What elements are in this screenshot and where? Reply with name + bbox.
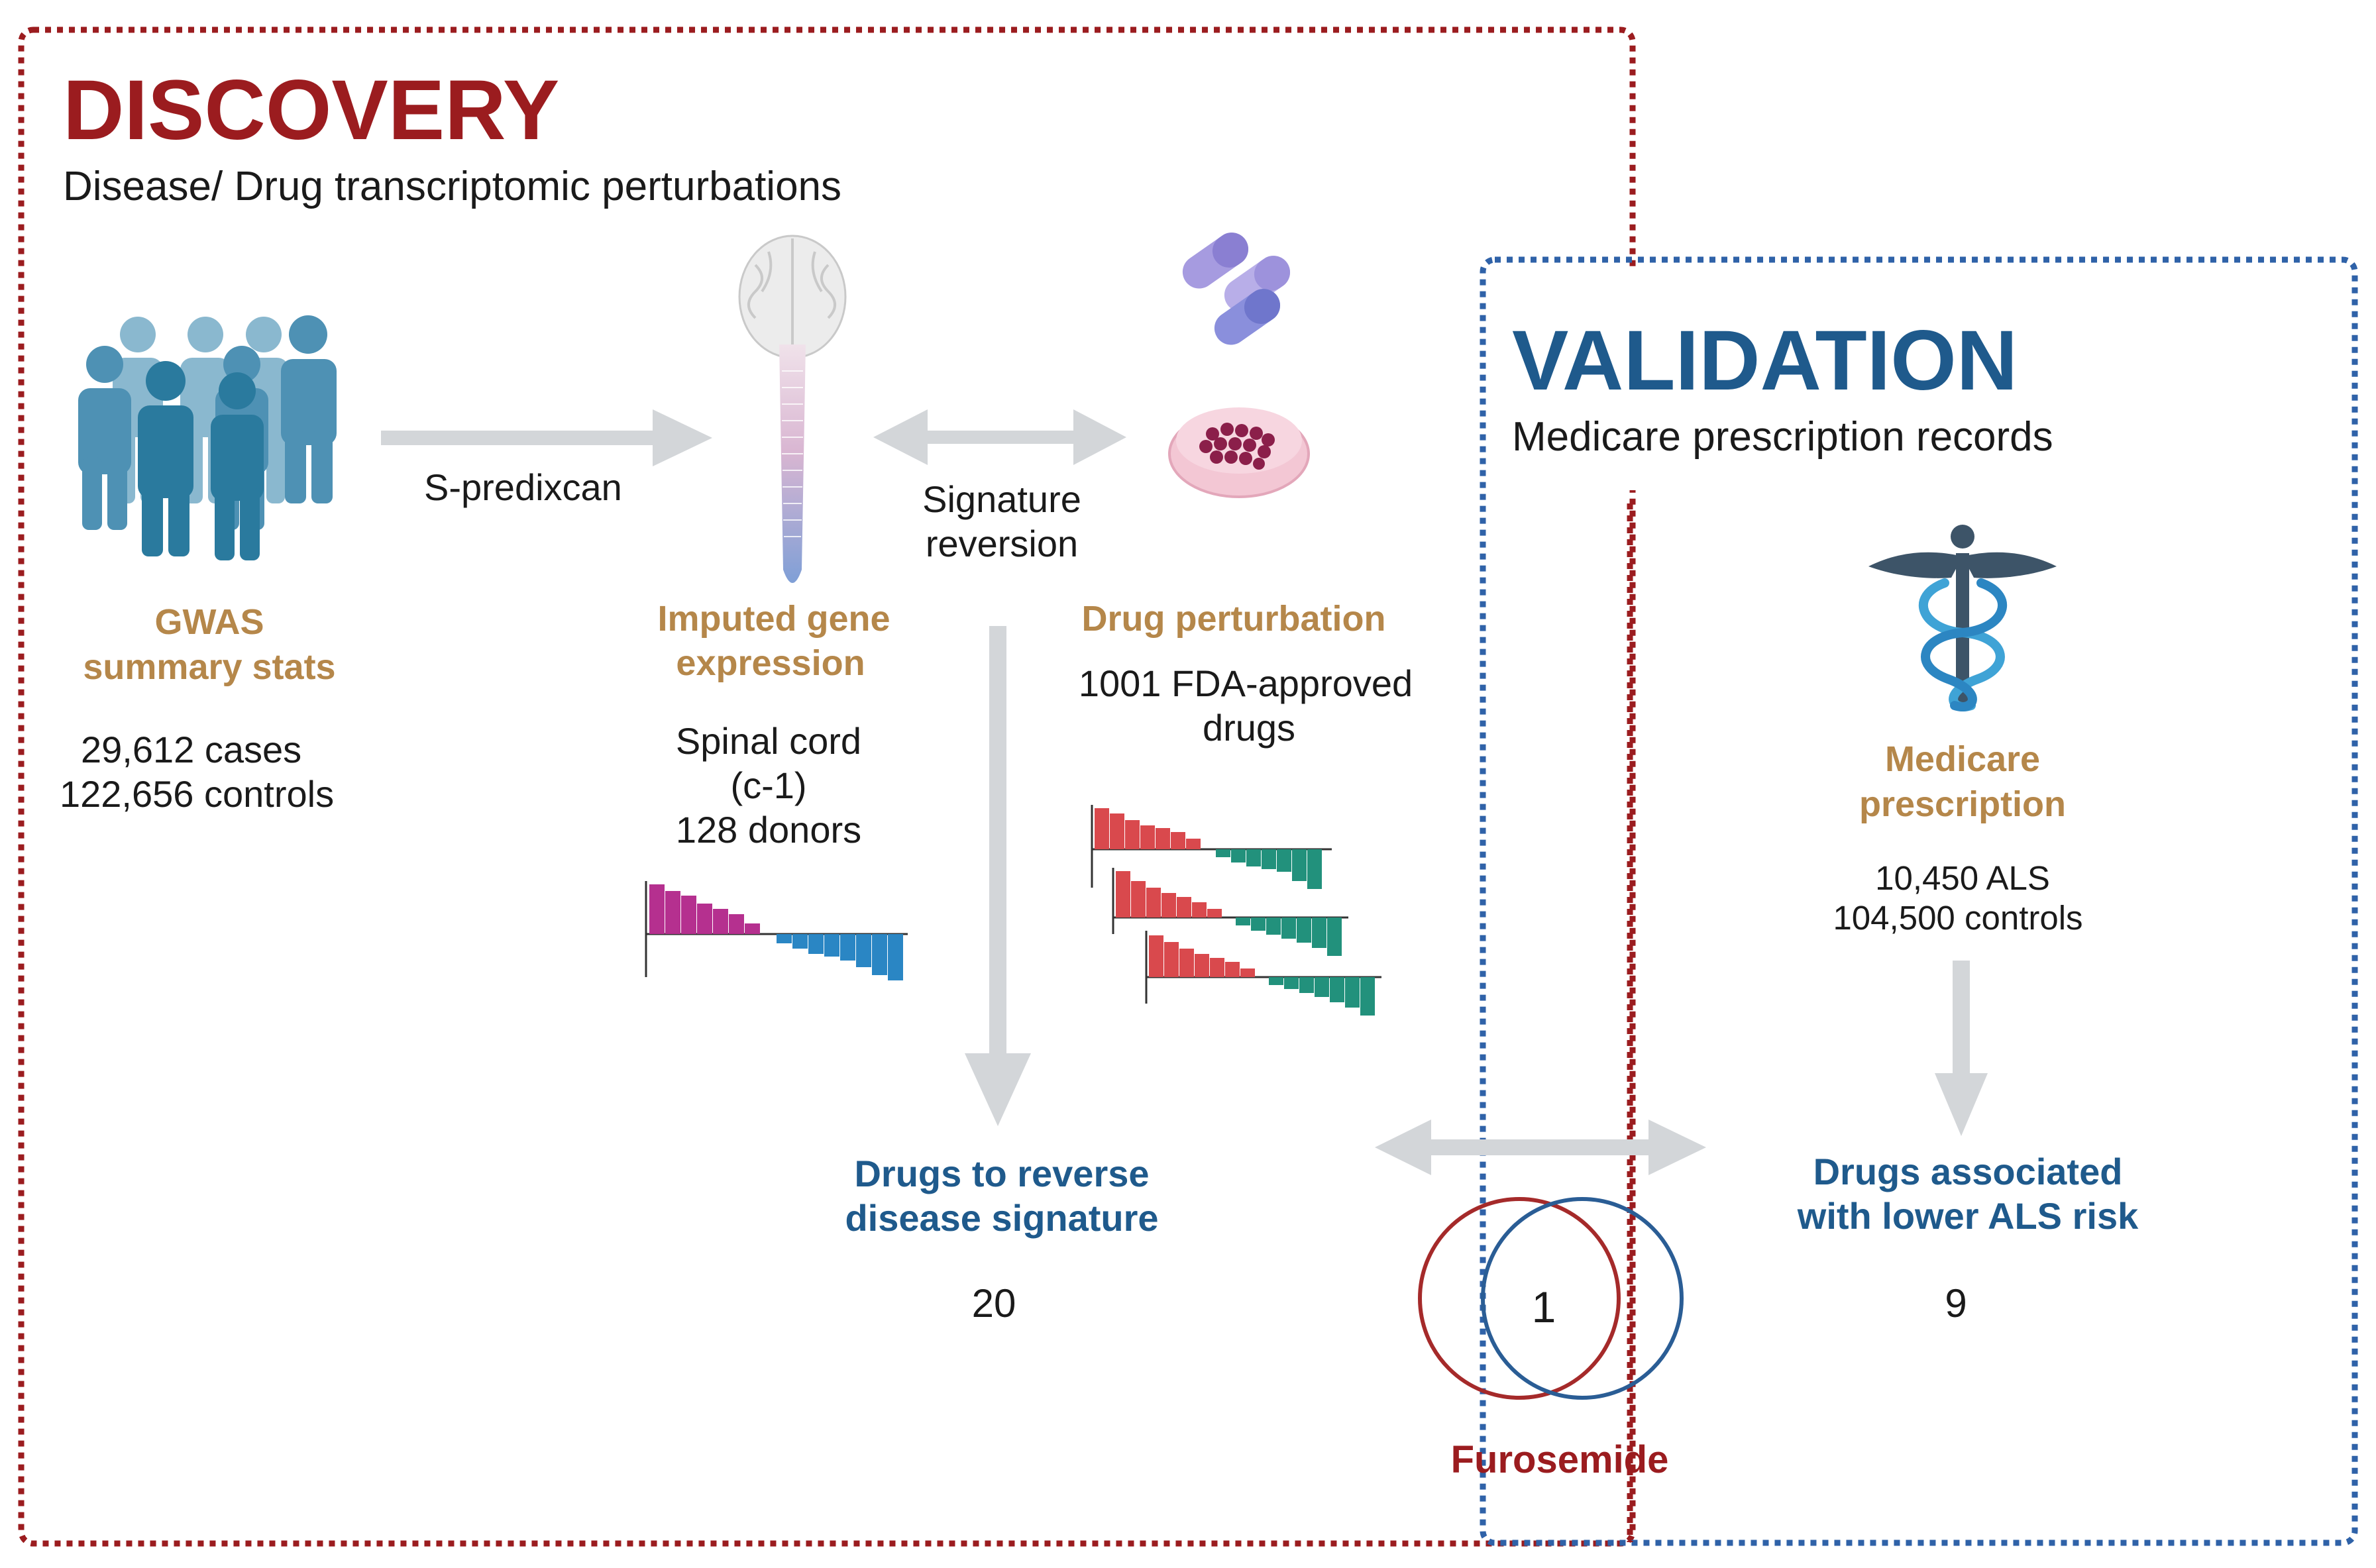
imputed-label-line2: expression <box>676 643 865 683</box>
venn-diagram <box>1418 1197 1684 1400</box>
imputed-tissue-line2: (c-1) <box>730 764 807 806</box>
imputed-tissue-line1: Spinal cord <box>675 720 862 762</box>
imputed-label-line1: Imputed gene <box>657 599 891 639</box>
people-group-icon <box>78 315 337 560</box>
spredixcan-label: S-predixcan <box>424 466 622 508</box>
disease-signature-bars <box>645 881 908 980</box>
signature-reversion-line1: Signature <box>922 478 1081 520</box>
drug-signature-bars-3 <box>1145 931 1381 1016</box>
gwas-cases: 29,612 cases <box>81 729 302 770</box>
lower-risk-label-line2: with lower ALS risk <box>1797 1195 2139 1237</box>
arrow-down-medicare <box>1935 961 1988 1136</box>
medicare-controls: 104,500 controls <box>1833 899 2083 937</box>
validation-border <box>1480 256 2358 1546</box>
drug-perturbation-count-line1: 1001 FDA-approved <box>1078 662 1413 704</box>
drug-signature-bars-1 <box>1091 805 1332 889</box>
gwas-label-line2: summary stats <box>83 647 336 687</box>
discovery-subtitle: Disease/ Drug transcriptomic perturbatio… <box>63 164 842 209</box>
drug-perturbation-label: Drug perturbation <box>1081 599 1386 639</box>
gwas-controls: 122,656 controls <box>60 773 335 815</box>
venn-circle-validation <box>1481 1197 1684 1400</box>
arrow-compare <box>1375 1120 1706 1175</box>
petri-dish-icon <box>1168 407 1310 498</box>
lower-risk-count: 9 <box>1945 1281 1967 1326</box>
arrow-spredixcan <box>381 409 712 466</box>
capsules-icon <box>1182 233 1291 345</box>
signature-reversion-line2: reversion <box>925 523 1079 564</box>
discovery-title: DISCOVERY <box>63 63 560 158</box>
caduceus-icon <box>1868 525 2057 711</box>
gwas-label-line1: GWAS <box>154 602 264 642</box>
brain-spinal-cord-icon <box>738 235 847 583</box>
drug-perturbation-count-line2: drugs <box>1202 707 1296 749</box>
validation-subtitle: Medicare prescription records <box>1512 414 2053 460</box>
arrow-signature-reversion <box>873 409 1126 465</box>
medicare-label-line2: prescription <box>1859 784 2067 824</box>
imputed-donors: 128 donors <box>675 809 862 851</box>
drug-signature-bars-2 <box>1112 868 1348 956</box>
medicare-als: 10,450 ALS <box>1875 859 2050 897</box>
lower-risk-label-line1: Drugs associated <box>1813 1151 2123 1192</box>
overlap-drug-name: Furosemide <box>1450 1438 1669 1481</box>
reverse-count: 20 <box>971 1281 1016 1326</box>
validation-title: VALIDATION <box>1512 313 2018 408</box>
medicare-label-line1: Medicare <box>1884 739 2041 779</box>
discovery-border <box>18 26 1636 1547</box>
reverse-label-line2: disease signature <box>845 1197 1159 1239</box>
arrow-down-reverse <box>965 626 1031 1126</box>
venn-circle-discovery <box>1418 1197 1621 1400</box>
overlap-count: 1 <box>1531 1282 1556 1332</box>
reverse-label-line1: Drugs to reverse <box>854 1153 1150 1194</box>
